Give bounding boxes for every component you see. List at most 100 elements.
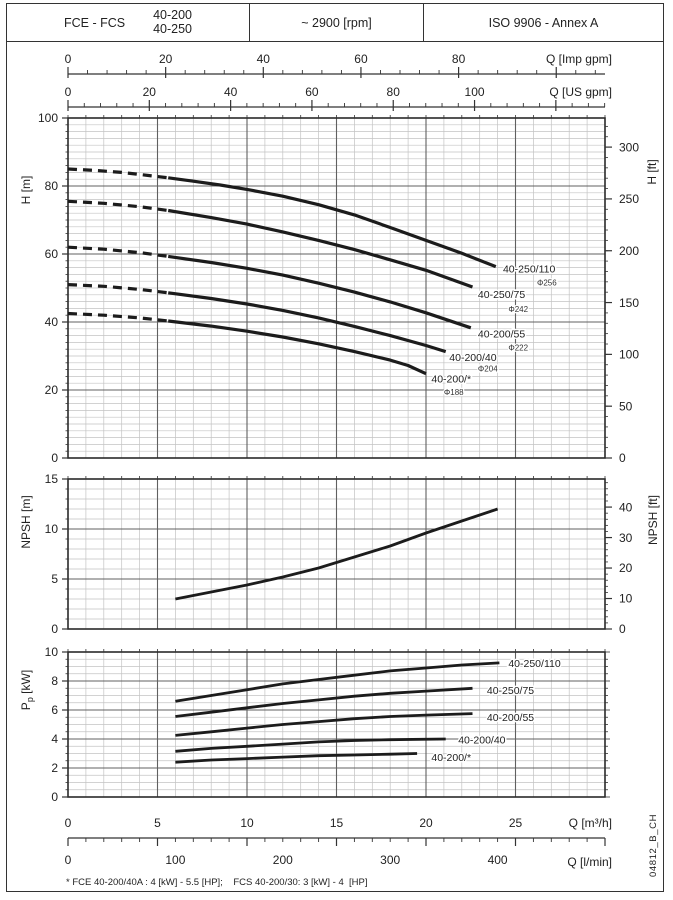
header-cell-speed: ~ 2900 [rpm] [250,4,424,41]
head_capacity-labels: 40-250/110 Φ256 40-250/75 Φ242 40-200/55 Φ222… [430,262,559,398]
power-curve-label: 40-250/110 [508,658,561,670]
pump-size-2: 40-250 [153,21,193,36]
head_capacity-grid [68,118,605,458]
svg-text:40: 40 [257,52,271,66]
svg-text:80: 80 [45,179,59,193]
header-cell-standard: ISO 9906 - Annex A [424,4,663,41]
power-footnote: * FCE 40-200/40A : 4 [kW] - 5.5 [HP]; FC… [66,877,368,888]
svg-text:6: 6 [51,703,58,717]
svg-text:Pp [kW]: Pp [kW] [19,670,35,710]
svg-text:200: 200 [619,244,639,258]
npsh-axis: 0 5 10 15 NPSH [m] 0 10 20 30 40 NPSH [ft] [19,472,660,636]
head_capacity-axis: 0 20 40 60 80 100 H [m] 0 50 100 150 200 250 300 H [ft… [19,111,659,465]
document-code: 04812_B_CH [648,813,659,877]
bottom-axis: 0 5 10 15 20 25 Q [m³/h] 0 100 200 300 400 Q [l/min] [65,816,612,869]
head_capacity-curves [67,167,497,376]
power-curve-label: 40-200/40 [458,734,505,746]
npsh-curves [175,507,499,601]
svg-text:H [ft]: H [ft] [645,159,659,184]
head_capacity-curve-label: 40-200/55 [478,329,525,341]
svg-text:25: 25 [509,816,523,830]
svg-text:0: 0 [65,52,72,66]
svg-text:0: 0 [51,790,58,804]
svg-text:0: 0 [51,451,58,465]
axis-unit-imp: Q [Imp gpm] [546,52,612,66]
head_capacity-curve-label: 40-200/* [431,374,471,386]
head_capacity-impeller-label: Φ222 [508,344,528,353]
power-labels: 40-250/110 40-250/75 40-200/55 40-200/40 40-… [430,657,562,766]
svg-text:0: 0 [65,816,72,830]
head_capacity-curve-40-250/110 [67,167,169,180]
svg-text:NPSH [ft]: NPSH [ft] [646,495,660,545]
axis-unit-lmin: Q [l/min] [567,855,612,869]
header-table: FCE - FCS 40-200 40-250 ~ 2900 [rpm] ISO… [6,3,664,42]
svg-text:0: 0 [51,622,58,636]
svg-text:5: 5 [154,816,161,830]
power-curve-40-200/* [175,752,418,764]
head_capacity-impeller-label: Φ242 [508,305,528,314]
head_capacity-curve-40-200/* [168,319,427,376]
svg-text:150: 150 [619,296,639,310]
power-curve-40-200/55 [175,712,473,737]
top-axis-us: 0 20 40 60 80 100 Q [US gpm] [65,85,612,111]
svg-text:10: 10 [45,645,59,659]
svg-text:200: 200 [273,853,293,867]
svg-text:60: 60 [305,85,319,99]
svg-text:15: 15 [330,816,344,830]
pump-size-1: 40-200 [153,8,193,22]
head_capacity-impeller-label: Φ204 [478,365,498,374]
power-axis: 0 2 4 6 8 10 Pp [kW] [19,645,610,804]
svg-text:40: 40 [45,315,59,329]
svg-text:0: 0 [65,85,72,99]
svg-text:100: 100 [619,348,639,362]
npsh-curve-NPSH [175,507,499,601]
head_capacity-curve-40-200/* [67,311,169,323]
svg-text:2: 2 [51,761,58,775]
head_capacity-impeller-label: Φ188 [444,388,464,397]
top-axis-imp: 0 20 40 60 80 Q [Imp gpm] [65,52,612,78]
svg-text:100: 100 [465,85,485,99]
svg-text:8: 8 [51,674,58,688]
power-curves [175,661,500,764]
head_capacity-curve-40-250/110 [167,176,497,269]
head_capacity-curve-40-200/40 [167,291,447,354]
svg-text:50: 50 [619,399,633,413]
svg-text:20: 20 [159,52,173,66]
svg-text:250: 250 [619,192,639,206]
svg-text:0: 0 [619,451,626,465]
svg-text:80: 80 [387,85,401,99]
speed-label: ~ 2900 [rpm] [301,15,372,30]
power-curve-40-200/40 [175,737,446,753]
svg-text:80: 80 [452,52,466,66]
pump-sizes: 40-200 40-250 [153,8,193,36]
svg-text:20: 20 [419,816,433,830]
svg-text:H [m]: H [m] [19,176,33,205]
head_capacity-curve-40-250/75 [167,208,474,289]
svg-text:40: 40 [224,85,238,99]
svg-text:0: 0 [619,622,626,636]
head_capacity-curve-40-200/55 [167,254,472,330]
svg-text:60: 60 [45,247,59,261]
power-curve-40-250/75 [175,686,473,718]
power-curve-40-250/110 [175,661,500,703]
svg-text:15: 15 [45,472,59,486]
head_capacity-impeller-label: Φ256 [537,278,557,287]
svg-text:30: 30 [619,531,633,545]
head_capacity-curve-40-200/40 [67,283,169,295]
svg-text:300: 300 [619,140,639,154]
svg-text:10: 10 [45,522,59,536]
svg-text:10: 10 [619,592,633,606]
svg-text:10: 10 [240,816,254,830]
svg-text:60: 60 [354,52,368,66]
npsh-grid [68,479,605,629]
svg-text:40: 40 [619,500,633,514]
svg-text:100: 100 [165,853,185,867]
svg-text:4: 4 [51,732,58,746]
axis-unit-m3h: Q [m³/h] [569,816,612,830]
axis-unit-us: Q [US gpm] [549,85,612,99]
head_capacity-curve-label: 40-250/110 [503,264,556,276]
svg-text:20: 20 [619,561,633,575]
power-curve-label: 40-250/75 [487,685,534,697]
head_capacity-curve-label: 40-250/75 [478,289,525,301]
